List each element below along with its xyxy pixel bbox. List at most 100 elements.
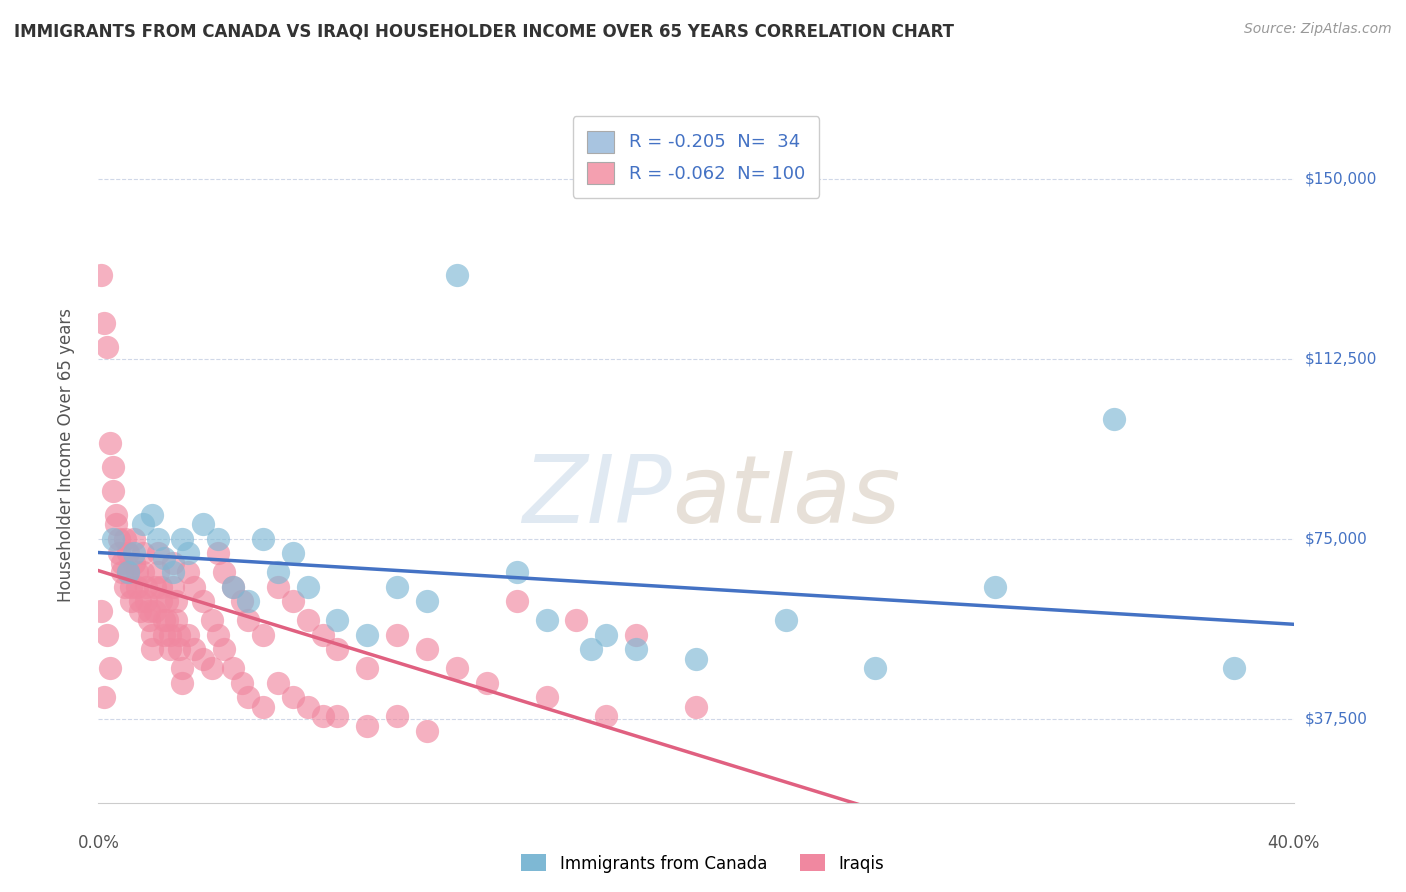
Point	[98, 436, 122, 450]
Legend: R = -0.205  N=  34, R = -0.062  N= 100: R = -0.205 N= 34, R = -0.062 N= 100	[572, 116, 820, 198]
Point	[150, 594, 173, 608]
Point	[281, 690, 304, 705]
Point	[153, 628, 176, 642]
Point	[281, 594, 304, 608]
Point	[222, 661, 245, 675]
Point	[138, 604, 160, 618]
Point	[132, 566, 155, 580]
Point	[595, 709, 617, 723]
Point	[506, 566, 529, 580]
Point	[231, 594, 253, 608]
Point	[446, 268, 468, 282]
Point	[129, 604, 152, 618]
Point	[775, 614, 797, 628]
Point	[385, 709, 409, 723]
Point	[311, 709, 333, 723]
Point	[267, 676, 290, 690]
Point	[624, 628, 647, 642]
Text: $75,000: $75,000	[1305, 532, 1368, 547]
Point	[141, 642, 163, 657]
Point	[167, 642, 190, 657]
Point	[93, 316, 115, 330]
Point	[127, 580, 149, 594]
Point	[105, 508, 128, 522]
Point	[252, 532, 274, 546]
Point	[297, 580, 319, 594]
Point	[865, 661, 887, 675]
Point	[159, 628, 181, 642]
Point	[120, 580, 142, 594]
Point	[267, 566, 290, 580]
Point	[141, 628, 163, 642]
Point	[103, 483, 125, 498]
Point	[311, 628, 333, 642]
Point	[1223, 661, 1246, 675]
Point	[172, 661, 194, 675]
Text: $112,500: $112,500	[1305, 351, 1376, 367]
Point	[135, 580, 157, 594]
Point	[172, 676, 194, 690]
Point	[96, 628, 118, 642]
Point	[1104, 412, 1126, 426]
Point	[385, 580, 409, 594]
Point	[124, 556, 146, 570]
Point	[129, 594, 152, 608]
Point	[685, 652, 707, 666]
Point	[153, 614, 176, 628]
Point	[252, 628, 274, 642]
Point	[162, 580, 184, 594]
Point	[536, 690, 558, 705]
Point	[191, 517, 214, 532]
Point	[114, 580, 136, 594]
Text: 40.0%: 40.0%	[1267, 834, 1320, 852]
Point	[297, 699, 319, 714]
Point	[177, 566, 200, 580]
Point	[143, 604, 166, 618]
Point	[581, 642, 603, 657]
Point	[103, 459, 125, 474]
Point	[595, 628, 617, 642]
Text: atlas: atlas	[672, 451, 900, 542]
Point	[135, 594, 157, 608]
Point	[212, 566, 235, 580]
Point	[191, 594, 214, 608]
Point	[98, 661, 122, 675]
Point	[117, 566, 139, 580]
Point	[356, 719, 378, 733]
Point	[416, 642, 439, 657]
Point	[267, 580, 290, 594]
Point	[385, 628, 409, 642]
Point	[475, 676, 498, 690]
Point	[148, 566, 170, 580]
Point	[156, 594, 179, 608]
Point	[111, 566, 134, 580]
Point	[983, 580, 1005, 594]
Point	[138, 614, 160, 628]
Point	[120, 594, 142, 608]
Point	[207, 532, 229, 546]
Point	[148, 532, 170, 546]
Text: ZIP: ZIP	[523, 451, 672, 542]
Point	[222, 580, 245, 594]
Point	[93, 690, 115, 705]
Point	[536, 614, 558, 628]
Point	[252, 699, 274, 714]
Point	[124, 532, 146, 546]
Point	[162, 566, 184, 580]
Point	[183, 580, 205, 594]
Point	[117, 546, 139, 560]
Point	[212, 642, 235, 657]
Point	[90, 604, 112, 618]
Point	[165, 614, 187, 628]
Point	[201, 614, 224, 628]
Point	[222, 580, 245, 594]
Point	[506, 594, 529, 608]
Point	[356, 661, 378, 675]
Point	[356, 628, 378, 642]
Point	[167, 628, 190, 642]
Point	[153, 551, 176, 566]
Point	[172, 532, 194, 546]
Point	[416, 723, 439, 738]
Point	[141, 508, 163, 522]
Point	[105, 517, 128, 532]
